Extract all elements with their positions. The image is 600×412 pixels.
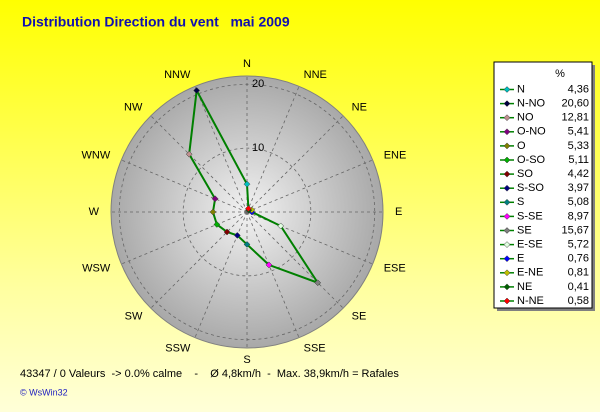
legend-value: 4,36 <box>568 83 589 95</box>
legend-label: SO <box>517 168 533 180</box>
legend-value: 5,33 <box>568 140 589 152</box>
legend-marker <box>503 283 511 291</box>
spoke <box>121 211 248 265</box>
spoke <box>121 159 248 213</box>
legend-title: % <box>555 68 565 80</box>
legend-marker <box>503 128 511 136</box>
chart-title: Distribution Direction du vent mai 2009 <box>22 14 290 30</box>
data-point <box>209 208 217 216</box>
legend-marker <box>503 142 511 150</box>
data-point <box>211 195 219 203</box>
data-point <box>193 87 201 94</box>
spoke <box>246 211 344 309</box>
category-label: W <box>89 206 100 218</box>
grid-ring <box>182 147 312 277</box>
data-point <box>233 232 241 239</box>
legend-marker <box>503 184 511 192</box>
legend-value: 12,81 <box>561 112 589 124</box>
legend-marker <box>503 213 511 220</box>
spoke <box>194 211 248 338</box>
legend-label: N-NO <box>517 98 546 110</box>
legend-label: E-NE <box>517 267 543 279</box>
legend-marker <box>503 227 511 234</box>
category-label: E <box>395 206 402 218</box>
legend-label: NO <box>517 112 534 124</box>
spoke <box>150 115 248 213</box>
legend-value: 0,58 <box>568 295 589 307</box>
legend-value: 4,42 <box>568 168 589 180</box>
spoke <box>150 211 248 309</box>
legend-value: 15,67 <box>561 224 589 236</box>
data-point <box>185 150 193 158</box>
legend-label: S-SO <box>517 182 544 194</box>
legend-label: E-SE <box>517 239 543 251</box>
legend-marker <box>503 297 511 305</box>
category-label: SW <box>125 311 143 323</box>
legend-marker <box>503 100 511 107</box>
spoke <box>246 115 344 213</box>
category-label: S <box>243 354 250 366</box>
category-label: SSW <box>165 343 191 355</box>
legend-value: 0,81 <box>568 267 589 279</box>
grid-ring <box>118 83 376 341</box>
data-point <box>314 279 322 287</box>
legend-value: 5,72 <box>568 239 589 251</box>
legend-label: N-NE <box>517 295 544 307</box>
credit: © WsWin32 <box>20 387 68 397</box>
spoke <box>246 211 373 265</box>
legend-label: O-SO <box>517 154 546 166</box>
category-label: NNE <box>304 69 327 81</box>
category-label: NE <box>352 101 367 113</box>
legend-value: 5,41 <box>568 126 589 138</box>
legend-label: NE <box>517 281 532 293</box>
legend-label: N <box>517 83 525 95</box>
legend-label: SE <box>517 224 532 236</box>
category-label: SE <box>352 311 367 323</box>
legend-value: 0,41 <box>568 281 589 293</box>
data-point <box>223 228 231 236</box>
r-tick-label: 10 <box>252 142 264 154</box>
category-label: SSE <box>304 343 326 355</box>
legend-marker <box>503 114 511 122</box>
category-label: WSW <box>82 263 111 275</box>
data-point <box>265 261 273 269</box>
legend-value: 5,11 <box>568 154 589 166</box>
legend-label: S-SE <box>517 210 543 222</box>
legend-label: O-NO <box>517 126 546 138</box>
category-label: NW <box>124 101 143 113</box>
category-label: ENE <box>384 149 407 161</box>
category-label: N <box>243 58 251 70</box>
legend-value: 0,76 <box>568 253 589 265</box>
legend-marker <box>503 198 511 206</box>
data-point <box>243 180 251 188</box>
spoke <box>194 86 248 213</box>
spoke <box>246 86 300 213</box>
legend-value: 20,60 <box>561 98 589 110</box>
legend-marker <box>503 255 511 263</box>
legend-marker <box>503 156 511 164</box>
legend-value: 8,97 <box>568 210 589 222</box>
legend-marker <box>503 86 511 93</box>
r-tick-label: 20 <box>252 78 264 90</box>
spoke <box>246 211 300 338</box>
category-label: ESE <box>384 263 406 275</box>
data-point <box>213 221 221 228</box>
legend-marker <box>503 170 511 178</box>
data-point <box>245 205 252 212</box>
legend-label: S <box>517 196 524 208</box>
category-label: WNW <box>82 149 111 161</box>
footer: 43347 / 0 Valeurs -> 0.0% calme - Ø 4,8k… <box>20 368 399 380</box>
legend-marker <box>503 241 511 248</box>
legend-marker <box>503 269 511 277</box>
legend-label: E <box>517 253 524 265</box>
legend-value: 5,08 <box>568 196 589 208</box>
data-point <box>243 241 251 248</box>
data-point <box>277 222 285 230</box>
category-label: NNW <box>164 69 191 81</box>
spoke <box>246 159 373 213</box>
legend-label: O <box>517 140 526 152</box>
legend-value: 3,97 <box>568 182 589 194</box>
